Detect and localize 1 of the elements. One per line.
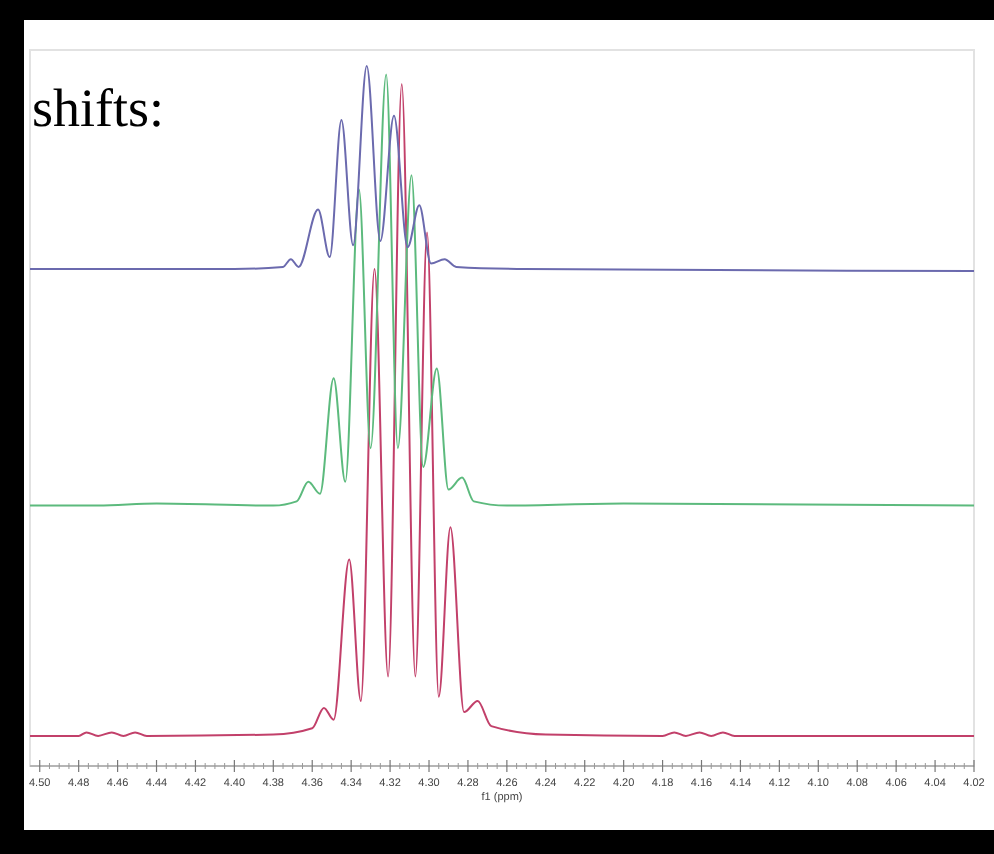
annotation: shifts: — [32, 78, 165, 138]
